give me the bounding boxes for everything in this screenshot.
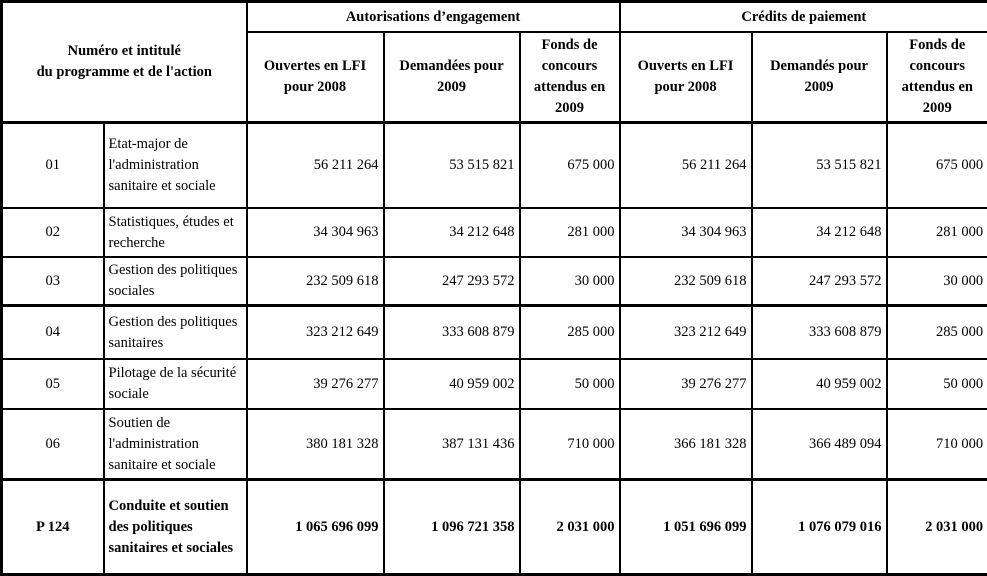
cp-ouverts-lfi-2008: 34 304 963 bbox=[620, 208, 752, 257]
ae-fonds-concours-total: 2 031 000 bbox=[520, 480, 620, 575]
table-row-action-06: 06 Soutien de l'administration sanitaire… bbox=[2, 409, 987, 480]
action-label: Soutien de l'administration sanitaire et… bbox=[104, 409, 247, 480]
ae-ouvertes-lfi-2008: 34 304 963 bbox=[247, 208, 384, 257]
action-number: 05 bbox=[2, 359, 104, 409]
ae-ouvertes-lfi-2008: 323 212 649 bbox=[247, 306, 384, 360]
action-label: Etat-major de l'administration sanitaire… bbox=[104, 123, 247, 209]
cp-demandes-2009: 40 959 002 bbox=[752, 359, 887, 409]
ae-fonds-concours: 281 000 bbox=[520, 208, 620, 257]
col-header-cp-fonds-concours: Fonds de concours attendus en 2009 bbox=[887, 32, 987, 123]
table-row-action-05: 05 Pilotage de la sécurité sociale 39 27… bbox=[2, 359, 987, 409]
table-row-action-03: 03 Gestion des politiques sociales 232 5… bbox=[2, 257, 987, 306]
action-number: 03 bbox=[2, 257, 104, 306]
col-header-program-line2: du programme et de l'action bbox=[9, 62, 240, 83]
ae-ouvertes-lfi-2008: 380 181 328 bbox=[247, 409, 384, 480]
col-header-program: Numéro et intitulé du programme et de l'… bbox=[2, 2, 247, 123]
col-header-ae-ouvertes-lfi-2008: Ouvertes en LFI pour 2008 bbox=[247, 32, 384, 123]
action-label: Pilotage de la sécurité sociale bbox=[104, 359, 247, 409]
ae-fonds-concours: 30 000 bbox=[520, 257, 620, 306]
ae-fonds-concours: 675 000 bbox=[520, 123, 620, 209]
cp-fonds-concours: 285 000 bbox=[887, 306, 987, 360]
cp-ouverts-lfi-2008: 39 276 277 bbox=[620, 359, 752, 409]
action-label: Gestion des politiques sociales bbox=[104, 257, 247, 306]
cp-fonds-concours: 30 000 bbox=[887, 257, 987, 306]
cp-ouverts-lfi-2008: 323 212 649 bbox=[620, 306, 752, 360]
cp-demandes-2009: 247 293 572 bbox=[752, 257, 887, 306]
group-header-autorisations-engagement: Autorisations d’engagement bbox=[247, 2, 620, 33]
table-row-action-04: 04 Gestion des politiques sanitaires 323… bbox=[2, 306, 987, 360]
program-number: P 124 bbox=[2, 480, 104, 575]
cp-fonds-concours: 281 000 bbox=[887, 208, 987, 257]
table-row-action-02: 02 Statistiques, études et recherche 34 … bbox=[2, 208, 987, 257]
ae-ouvertes-lfi-2008: 39 276 277 bbox=[247, 359, 384, 409]
cp-demandes-2009: 366 489 094 bbox=[752, 409, 887, 480]
col-header-cp-ouverts-lfi-2008: Ouverts en LFI pour 2008 bbox=[620, 32, 752, 123]
header-row-groups: Numéro et intitulé du programme et de l'… bbox=[2, 2, 987, 33]
cp-ouverts-lfi-2008-total: 1 051 696 099 bbox=[620, 480, 752, 575]
ae-fonds-concours: 50 000 bbox=[520, 359, 620, 409]
cp-fonds-concours-total: 2 031 000 bbox=[887, 480, 987, 575]
col-header-ae-fonds-concours: Fonds de concours attendus en 2009 bbox=[520, 32, 620, 123]
col-header-cp-demandes-2009: Demandés pour 2009 bbox=[752, 32, 887, 123]
cp-demandes-2009: 34 212 648 bbox=[752, 208, 887, 257]
action-number: 01 bbox=[2, 123, 104, 209]
cp-ouverts-lfi-2008: 232 509 618 bbox=[620, 257, 752, 306]
col-header-program-line1: Numéro et intitulé bbox=[9, 41, 240, 62]
action-number: 04 bbox=[2, 306, 104, 360]
cp-fonds-concours: 50 000 bbox=[887, 359, 987, 409]
ae-demandees-2009: 53 515 821 bbox=[384, 123, 520, 209]
ae-fonds-concours: 285 000 bbox=[520, 306, 620, 360]
table-row-action-01: 01 Etat-major de l'administration sanita… bbox=[2, 123, 987, 209]
program-label: Conduite et soutien des politiques sanit… bbox=[104, 480, 247, 575]
ae-demandees-2009-total: 1 096 721 358 bbox=[384, 480, 520, 575]
action-label: Gestion des politiques sanitaires bbox=[104, 306, 247, 360]
cp-demandes-2009: 333 608 879 bbox=[752, 306, 887, 360]
cp-fonds-concours: 675 000 bbox=[887, 123, 987, 209]
cp-ouverts-lfi-2008: 56 211 264 bbox=[620, 123, 752, 209]
action-number: 06 bbox=[2, 409, 104, 480]
ae-demandees-2009: 387 131 436 bbox=[384, 409, 520, 480]
ae-demandees-2009: 34 212 648 bbox=[384, 208, 520, 257]
group-header-credits-paiement: Crédits de paiement bbox=[620, 2, 987, 33]
ae-demandees-2009: 333 608 879 bbox=[384, 306, 520, 360]
col-header-ae-demandees-2009: Demandées pour 2009 bbox=[384, 32, 520, 123]
cp-fonds-concours: 710 000 bbox=[887, 409, 987, 480]
ae-ouvertes-lfi-2008-total: 1 065 696 099 bbox=[247, 480, 384, 575]
cp-ouverts-lfi-2008: 366 181 328 bbox=[620, 409, 752, 480]
ae-ouvertes-lfi-2008: 56 211 264 bbox=[247, 123, 384, 209]
cp-demandes-2009-total: 1 076 079 016 bbox=[752, 480, 887, 575]
ae-demandees-2009: 247 293 572 bbox=[384, 257, 520, 306]
action-number: 02 bbox=[2, 208, 104, 257]
action-label: Statistiques, études et recherche bbox=[104, 208, 247, 257]
table-row-program-total-p124: P 124 Conduite et soutien des politiques… bbox=[2, 480, 987, 575]
ae-fonds-concours: 710 000 bbox=[520, 409, 620, 480]
ae-demandees-2009: 40 959 002 bbox=[384, 359, 520, 409]
cp-demandes-2009: 53 515 821 bbox=[752, 123, 887, 209]
ae-ouvertes-lfi-2008: 232 509 618 bbox=[247, 257, 384, 306]
